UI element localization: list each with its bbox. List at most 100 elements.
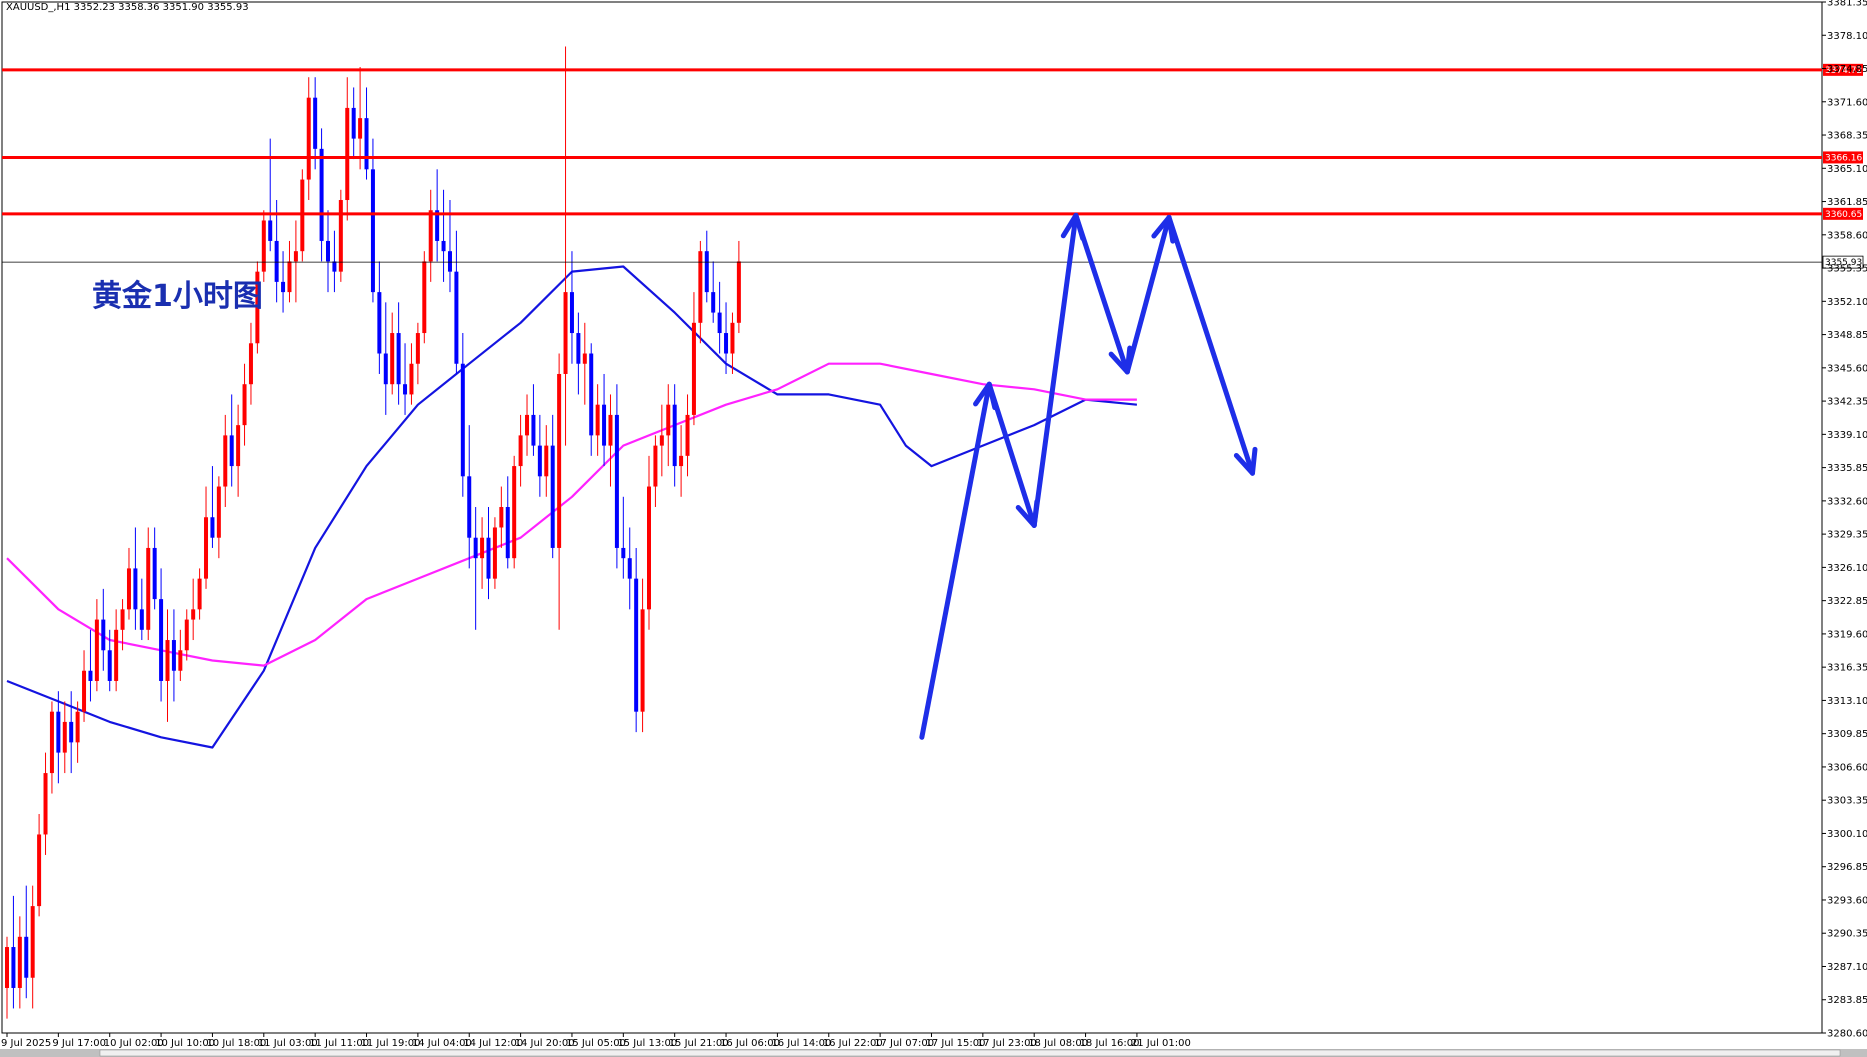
candle (679, 425, 684, 497)
candle (627, 527, 632, 610)
candle-body (210, 517, 215, 538)
x-tick-label: 14 Jul 04:00 (412, 1038, 472, 1049)
candle (210, 466, 215, 548)
y-tick-label: 3342.35 (1827, 397, 1867, 408)
candle-body (82, 670, 87, 712)
candle-body (390, 333, 395, 385)
candle (287, 240, 292, 303)
candle (492, 517, 497, 589)
candle (602, 373, 607, 467)
candle (711, 261, 716, 323)
candle (467, 425, 472, 569)
y-tick-label: 3319.60 (1827, 629, 1867, 640)
x-tick-label: 15 Jul 21:00 (669, 1038, 729, 1049)
candle-body (94, 619, 99, 681)
candle (88, 629, 93, 702)
y-tick-label: 3287.10 (1827, 962, 1867, 973)
candle (191, 578, 196, 641)
trend-arrow-shaft (1166, 214, 1255, 476)
candle (338, 189, 343, 282)
candle-body (492, 527, 497, 579)
candle-body (627, 558, 632, 579)
x-tick-label: 10 Jul 02:00 (104, 1038, 164, 1049)
candle-body (364, 118, 369, 170)
candle-body (724, 333, 729, 354)
y-tick-label: 3352.10 (1827, 297, 1867, 308)
candle-body (236, 425, 241, 467)
trend-arrows (919, 212, 1258, 740)
candle-body (358, 118, 363, 139)
candle-body (75, 711, 80, 743)
candle-body (634, 578, 639, 712)
candle (691, 292, 696, 426)
x-tick-label: 10 Jul 10:00 (155, 1038, 215, 1049)
y-tick-label: 3283.85 (1827, 995, 1867, 1006)
current-price-label: 3355.93 (1825, 258, 1862, 268)
x-tick-label: 18 Jul 16:00 (1080, 1038, 1140, 1049)
y-tick-label: 3300.10 (1827, 829, 1867, 840)
candle (204, 486, 209, 589)
candle-body (146, 547, 151, 630)
candle-body (499, 507, 504, 528)
candle-body (505, 507, 510, 559)
candle (441, 189, 446, 282)
x-tick-label: 18 Jul 08:00 (1028, 1038, 1088, 1049)
candle-body (88, 670, 93, 681)
moving-averages (6, 265, 1138, 749)
candle (569, 251, 574, 364)
candle (531, 384, 536, 456)
level-price-tag (1823, 151, 1863, 164)
candle (171, 609, 176, 702)
candle (358, 66, 363, 170)
candle-body (37, 834, 42, 907)
candle (351, 87, 356, 160)
candle-body (43, 773, 48, 835)
candle-body (255, 271, 260, 344)
x-tick-label: 16 Jul 22:00 (823, 1038, 883, 1049)
candle (370, 138, 375, 303)
trend-arrow (1073, 212, 1133, 375)
candle-body (11, 947, 16, 988)
candle-body (126, 568, 131, 610)
candle (595, 384, 600, 456)
x-tick-label: 15 Jul 05:00 (566, 1038, 626, 1049)
candle-body (338, 200, 343, 272)
candle (364, 87, 369, 180)
candle-body (242, 384, 247, 426)
x-tick-label: 9 Jul 2025 (1, 1038, 51, 1049)
candle (672, 384, 677, 487)
candle (159, 568, 164, 702)
candle (736, 240, 741, 334)
candle-body (69, 721, 74, 743)
candle-body (589, 353, 594, 436)
ma-fast-line (6, 265, 1138, 749)
x-tick-label: 11 Jul 11:00 (309, 1038, 369, 1049)
candle (447, 200, 452, 293)
candle (24, 885, 29, 999)
candle-body (480, 537, 485, 559)
candle (614, 384, 619, 569)
candle-body (531, 414, 536, 446)
candle-body (165, 640, 170, 681)
candle (62, 701, 67, 774)
candle (56, 691, 61, 784)
y-tick-label: 3293.60 (1827, 895, 1867, 906)
candle-body (486, 537, 491, 579)
candle (293, 220, 298, 303)
candle-body (736, 261, 741, 323)
candle (415, 322, 420, 385)
candle-body (152, 547, 157, 600)
candle (126, 547, 131, 620)
candle (685, 394, 690, 477)
candle (152, 527, 157, 610)
level-price-label: 3366.16 (1825, 153, 1862, 163)
candle (557, 353, 562, 630)
candle-body (576, 333, 581, 364)
candle (133, 527, 138, 630)
candle (184, 609, 189, 661)
x-tick-label: 17 Jul 15:00 (925, 1038, 985, 1049)
candle-body (608, 414, 613, 446)
candle-body (717, 312, 722, 334)
candle-body (550, 445, 555, 548)
